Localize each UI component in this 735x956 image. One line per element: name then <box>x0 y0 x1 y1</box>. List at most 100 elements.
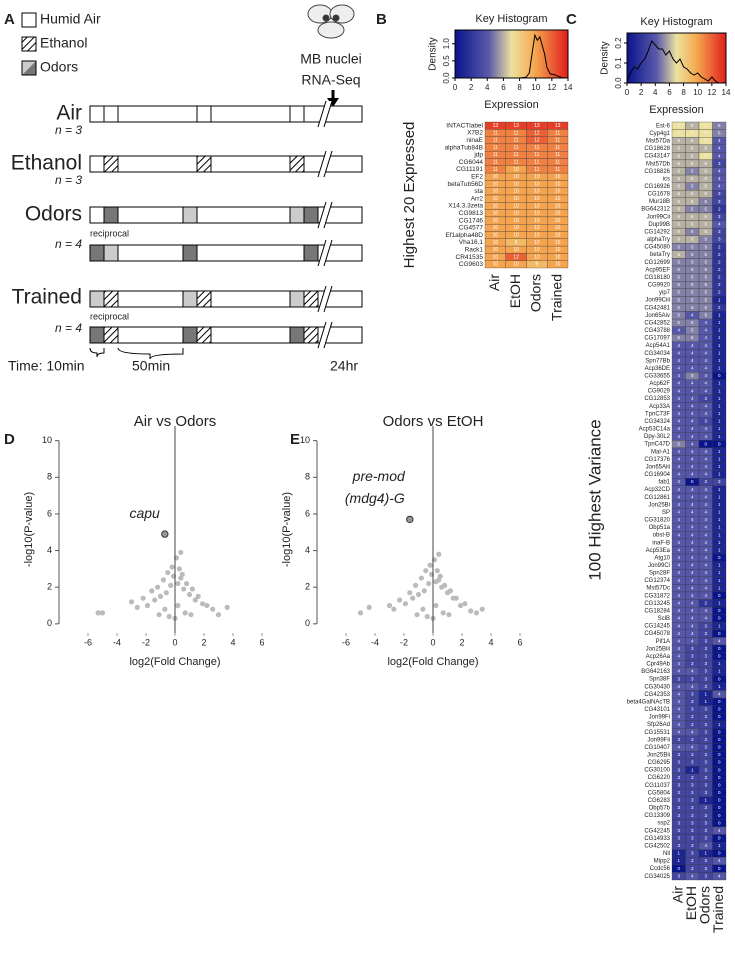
row-label: CG10407 <box>644 745 670 751</box>
row-label: CG43101 <box>644 707 670 713</box>
cell-label: 4 <box>677 547 680 552</box>
cell-label: 4 <box>691 532 694 537</box>
row-label: CG11191 <box>456 166 483 173</box>
cell-label: 4 <box>677 403 680 408</box>
row-label: inaF-B <box>652 540 670 546</box>
row-label: CG30430 <box>644 684 670 690</box>
cell-label: 6 <box>677 176 680 181</box>
row-label: CG43147 <box>644 154 670 160</box>
cell-label: 4 <box>704 434 707 439</box>
cell-label: 4 <box>704 540 707 545</box>
cell-label: 4 <box>704 494 707 499</box>
cell-label: 4 <box>704 456 707 461</box>
row-label: Acp33A <box>649 404 670 410</box>
point <box>421 588 427 594</box>
cell-label: 3 <box>677 798 680 803</box>
cell-label: 4 <box>704 426 707 431</box>
cell-label: 11 <box>514 159 519 165</box>
cell-label: 5 <box>718 123 721 128</box>
cell-label: 10 <box>513 262 519 268</box>
y-tick-label: 4 <box>305 545 310 555</box>
cell-label: 4 <box>691 350 694 355</box>
cell-label: 1 <box>718 601 721 606</box>
cell-label: 1 <box>704 798 707 803</box>
row-label: beta4GalNAcTB <box>627 699 670 705</box>
cell-label: 6 <box>704 191 707 196</box>
cell-label: 4 <box>677 366 680 371</box>
row-label: Jon99Fii <box>647 737 670 743</box>
cell-label: 5 <box>704 267 707 272</box>
cell-label: 3 <box>718 237 721 242</box>
row-label: CG6295 <box>648 760 671 766</box>
cell-label: 3 <box>704 866 707 871</box>
cell-label: 11 <box>555 152 560 158</box>
cell-label: 1 <box>718 510 721 515</box>
y-tick-label: 6 <box>305 508 310 518</box>
row-label: CG5804 <box>648 790 671 796</box>
row-label: Cpr49Ab <box>646 662 670 668</box>
cell-label: 11 <box>555 130 560 136</box>
cell-label: 7 <box>691 131 694 136</box>
x-tick-label: 12 <box>547 83 556 92</box>
point <box>144 602 151 609</box>
row-label: SP <box>662 510 670 516</box>
cell-label: 4 <box>677 456 680 461</box>
cell-label: 4 <box>677 532 680 537</box>
point <box>468 608 474 614</box>
y-tick-label: 0.1 <box>614 57 623 69</box>
cell-label: 6 <box>677 199 680 204</box>
cell-label: 11 <box>514 130 519 136</box>
cell-label: 1 <box>718 570 721 575</box>
row-label: CG1678 <box>648 192 671 198</box>
cell-label: 12 <box>534 138 540 144</box>
cell-label: 3 <box>691 798 694 803</box>
cell-label: 4 <box>691 745 694 750</box>
cell-label: 3 <box>677 873 680 878</box>
cell-label: 4 <box>691 729 694 734</box>
point <box>186 591 193 598</box>
row-label: Ef1alpha48D <box>445 232 483 239</box>
cell-label: 10 <box>555 196 561 202</box>
cell-label: 4 <box>677 745 680 750</box>
cell-label: 10 <box>555 211 561 217</box>
cell-label: 4 <box>677 699 680 704</box>
cell-label: 4 <box>677 570 680 575</box>
x-tick-label: -2 <box>400 637 408 647</box>
point <box>402 601 409 607</box>
cell-label: 3 <box>691 760 694 765</box>
cell-label: 9 <box>535 262 538 268</box>
x-tick-label: 0 <box>430 637 435 647</box>
cell-label: 4 <box>718 168 721 173</box>
cell-label: 11 <box>555 167 560 173</box>
cell-label: 1 <box>691 767 694 772</box>
cell-label: 13 <box>493 123 499 129</box>
cell-label: 6 <box>691 123 694 128</box>
cell-label: 1 <box>718 684 721 689</box>
arrow <box>327 98 339 107</box>
cell-label: 6 <box>677 252 680 257</box>
group-n: n = 4 <box>55 321 82 335</box>
cell-label: 5 <box>704 297 707 302</box>
cell-label: 0 <box>718 707 721 712</box>
x-axis-label: log2(Fold Change) <box>129 656 220 668</box>
cell-label: 4 <box>677 578 680 583</box>
sequencing-label: RNA-Seq <box>301 72 360 88</box>
row-label: Nll <box>663 851 670 857</box>
cell-label: 11 <box>534 145 539 151</box>
row-label: CG9029 <box>648 389 671 395</box>
column-label: Odors <box>696 886 712 924</box>
row-label: Mst57Dc <box>646 586 670 592</box>
cell-label: 11 <box>514 138 519 144</box>
cell-label: 5 <box>704 290 707 295</box>
cell-label: 4 <box>704 593 707 598</box>
row-label: ssp2 <box>657 821 670 827</box>
cell-label: 1 <box>718 547 721 552</box>
cell-label: 3 <box>691 813 694 818</box>
cell-label: 0 <box>718 608 721 613</box>
cell-label: 2 <box>718 206 721 211</box>
y-tick-label: 2 <box>47 582 52 592</box>
row-label: Mst57Db <box>646 161 671 167</box>
column-label: EtOH <box>507 274 523 308</box>
x-tick-label: -6 <box>342 637 350 647</box>
